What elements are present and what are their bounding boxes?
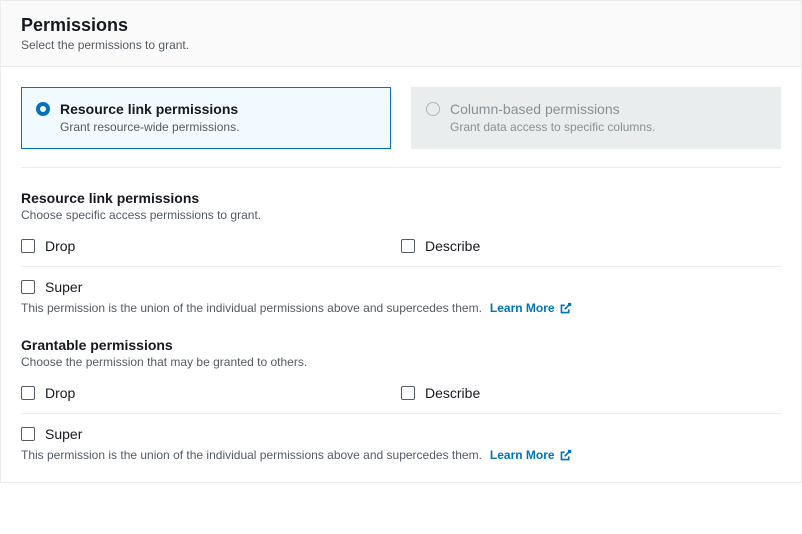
checkbox-icon <box>21 427 35 441</box>
permission-type-tiles: Resource link permissions Grant resource… <box>21 87 781 149</box>
checkbox-icon <box>401 386 415 400</box>
permissions-panel: Permissions Select the permissions to gr… <box>0 0 802 483</box>
section-desc: Choose the permission that may be grante… <box>21 355 781 369</box>
checkbox-super[interactable]: Super <box>21 277 781 295</box>
checkbox-label: Drop <box>45 385 75 401</box>
panel-header: Permissions Select the permissions to gr… <box>1 1 801 67</box>
learn-more-link[interactable]: Learn More <box>490 448 572 462</box>
external-link-icon <box>559 302 572 315</box>
panel-body: Resource link permissions Grant resource… <box>1 67 801 482</box>
checkbox-icon <box>401 239 415 253</box>
divider <box>21 266 781 267</box>
checkbox-describe[interactable]: Describe <box>401 385 781 401</box>
checkbox-drop[interactable]: Drop <box>21 238 401 254</box>
panel-title: Permissions <box>21 15 781 36</box>
radio-icon <box>426 102 440 116</box>
learn-more-label: Learn More <box>490 301 555 315</box>
divider <box>21 413 781 414</box>
tile-column-based: Column-based permissions Grant data acce… <box>411 87 781 149</box>
panel-subtitle: Select the permissions to grant. <box>21 38 781 52</box>
checkbox-icon <box>21 239 35 253</box>
checkbox-label: Describe <box>425 238 480 254</box>
checkbox-drop[interactable]: Drop <box>21 385 401 401</box>
checkbox-icon <box>21 386 35 400</box>
super-desc: This permission is the union of the indi… <box>21 301 482 315</box>
tile-desc: Grant data access to specific columns. <box>450 120 655 134</box>
section-title: Grantable permissions <box>21 337 781 353</box>
learn-more-label: Learn More <box>490 448 555 462</box>
tile-text: Column-based permissions Grant data acce… <box>450 100 655 134</box>
checkbox-icon <box>21 280 35 294</box>
tile-text: Resource link permissions Grant resource… <box>60 100 239 134</box>
radio-icon <box>36 102 50 116</box>
section-desc: Choose specific access permissions to gr… <box>21 208 781 222</box>
checkbox-label: Super <box>45 426 82 442</box>
checkbox-label: Drop <box>45 238 75 254</box>
tile-title: Resource link permissions <box>60 100 239 118</box>
resource-link-permissions-section: Resource link permissions Choose specifi… <box>21 190 781 315</box>
tile-resource-link[interactable]: Resource link permissions Grant resource… <box>21 87 391 149</box>
divider <box>21 167 781 168</box>
tile-title: Column-based permissions <box>450 100 655 118</box>
external-link-icon <box>559 449 572 462</box>
checkbox-super[interactable]: Super <box>21 424 781 442</box>
super-desc-row: This permission is the union of the indi… <box>21 448 781 462</box>
checkbox-label: Describe <box>425 385 480 401</box>
super-desc: This permission is the union of the indi… <box>21 448 482 462</box>
checkbox-row: Drop Describe <box>21 379 781 411</box>
grantable-permissions-section: Grantable permissions Choose the permiss… <box>21 337 781 462</box>
section-title: Resource link permissions <box>21 190 781 206</box>
checkbox-describe[interactable]: Describe <box>401 238 781 254</box>
tile-desc: Grant resource-wide permissions. <box>60 120 239 134</box>
learn-more-link[interactable]: Learn More <box>490 301 572 315</box>
checkbox-label: Super <box>45 279 82 295</box>
super-desc-row: This permission is the union of the indi… <box>21 301 781 315</box>
checkbox-row: Drop Describe <box>21 232 781 264</box>
